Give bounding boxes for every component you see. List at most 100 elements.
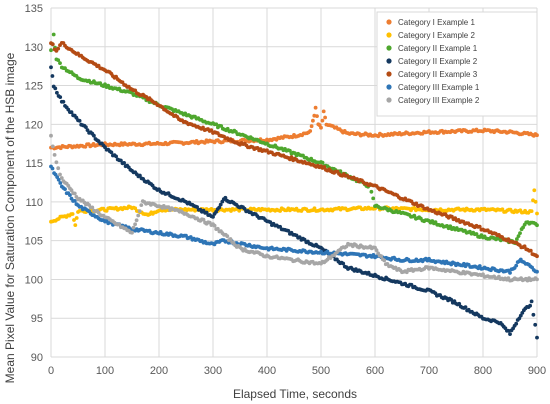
data-point bbox=[50, 144, 55, 149]
legend-marker bbox=[386, 32, 392, 38]
data-point bbox=[130, 230, 134, 235]
data-point bbox=[56, 58, 61, 62]
legend-marker bbox=[386, 58, 392, 64]
data-point bbox=[508, 332, 512, 336]
data-point bbox=[56, 177, 61, 182]
x-axis-label: Elapsed Time, seconds bbox=[233, 387, 357, 401]
data-point bbox=[311, 118, 315, 123]
data-point bbox=[379, 254, 384, 259]
legend-entry-label: Category III Example 1 bbox=[398, 83, 480, 92]
data-point bbox=[228, 237, 233, 241]
data-point bbox=[309, 124, 314, 129]
legend-entry-label: Category III Example 2 bbox=[398, 96, 480, 105]
data-point bbox=[477, 224, 482, 229]
data-point bbox=[535, 269, 539, 274]
data-point bbox=[212, 223, 217, 228]
data-point bbox=[138, 173, 142, 178]
data-point bbox=[54, 160, 59, 165]
data-point bbox=[529, 209, 534, 214]
data-point bbox=[166, 205, 171, 210]
data-point bbox=[136, 213, 141, 218]
data-point bbox=[134, 218, 139, 223]
y-tick-label: 95 bbox=[31, 313, 43, 325]
data-point bbox=[53, 86, 58, 91]
y-axis-ticks: 90 95 100 105 110 115 120 125 130 135 bbox=[25, 3, 43, 364]
data-point bbox=[341, 261, 346, 266]
series-2 bbox=[49, 188, 539, 228]
x-tick-label: 0 bbox=[48, 365, 54, 377]
data-point bbox=[109, 150, 114, 155]
data-point bbox=[49, 65, 53, 70]
data-point bbox=[77, 118, 82, 123]
data-point bbox=[500, 207, 505, 212]
data-point bbox=[58, 61, 62, 65]
y-tick-label: 90 bbox=[31, 352, 43, 364]
data-point bbox=[201, 217, 206, 222]
data-point bbox=[74, 216, 79, 220]
x-tick-label: 300 bbox=[204, 365, 222, 377]
legend-marker bbox=[386, 97, 392, 103]
data-point bbox=[517, 316, 522, 321]
data-point bbox=[320, 160, 325, 165]
data-point bbox=[382, 258, 387, 263]
data-point bbox=[131, 225, 136, 230]
data-point bbox=[133, 222, 138, 227]
y-tick-label: 130 bbox=[25, 42, 43, 54]
data-point bbox=[209, 128, 214, 133]
data-point bbox=[448, 224, 453, 229]
data-point bbox=[535, 277, 539, 282]
data-point bbox=[533, 322, 538, 327]
data-point bbox=[217, 205, 222, 210]
data-point bbox=[531, 312, 536, 317]
data-point bbox=[515, 237, 519, 241]
data-point bbox=[225, 126, 230, 131]
legend-entry-label: Category I Example 1 bbox=[398, 18, 475, 27]
data-point bbox=[374, 248, 379, 253]
data-point bbox=[319, 125, 323, 130]
legend-marker bbox=[386, 84, 392, 90]
data-point bbox=[69, 188, 74, 193]
data-point bbox=[195, 205, 200, 209]
data-point bbox=[73, 223, 78, 228]
data-point bbox=[58, 181, 63, 185]
data-point bbox=[84, 125, 88, 129]
data-point bbox=[528, 248, 533, 253]
data-point bbox=[85, 128, 90, 133]
data-point bbox=[137, 209, 142, 214]
data-point bbox=[103, 82, 107, 87]
data-point bbox=[449, 297, 454, 302]
data-point bbox=[58, 172, 62, 177]
data-point bbox=[535, 335, 539, 340]
y-tick-label: 110 bbox=[25, 197, 43, 209]
x-tick-label: 100 bbox=[96, 365, 114, 377]
data-point bbox=[297, 235, 302, 240]
data-point bbox=[323, 115, 327, 120]
data-point bbox=[477, 264, 482, 268]
data-point bbox=[49, 133, 53, 138]
data-point bbox=[535, 254, 539, 259]
x-tick-label: 800 bbox=[474, 365, 492, 377]
y-axis-label: Mean Pixel Value for Saturation Componen… bbox=[3, 52, 17, 383]
data-point bbox=[302, 237, 307, 242]
data-point bbox=[535, 133, 539, 138]
series-1 bbox=[49, 105, 539, 151]
x-tick-label: 700 bbox=[420, 365, 438, 377]
data-point bbox=[92, 133, 96, 138]
data-point bbox=[268, 220, 273, 225]
legend: Category I Example 1 Category I Example 2… bbox=[376, 11, 538, 117]
data-point bbox=[313, 105, 318, 110]
data-points bbox=[49, 32, 539, 340]
data-point bbox=[514, 263, 519, 268]
legend-box bbox=[376, 11, 538, 117]
data-point bbox=[90, 205, 95, 210]
data-point bbox=[56, 166, 61, 171]
legend-marker bbox=[386, 19, 392, 25]
data-point bbox=[70, 212, 75, 216]
data-point bbox=[223, 195, 228, 200]
data-point bbox=[322, 165, 327, 169]
series-7 bbox=[49, 133, 539, 283]
data-point bbox=[50, 42, 55, 47]
data-point bbox=[506, 237, 511, 242]
legend-marker bbox=[386, 45, 392, 51]
data-point bbox=[61, 99, 66, 104]
